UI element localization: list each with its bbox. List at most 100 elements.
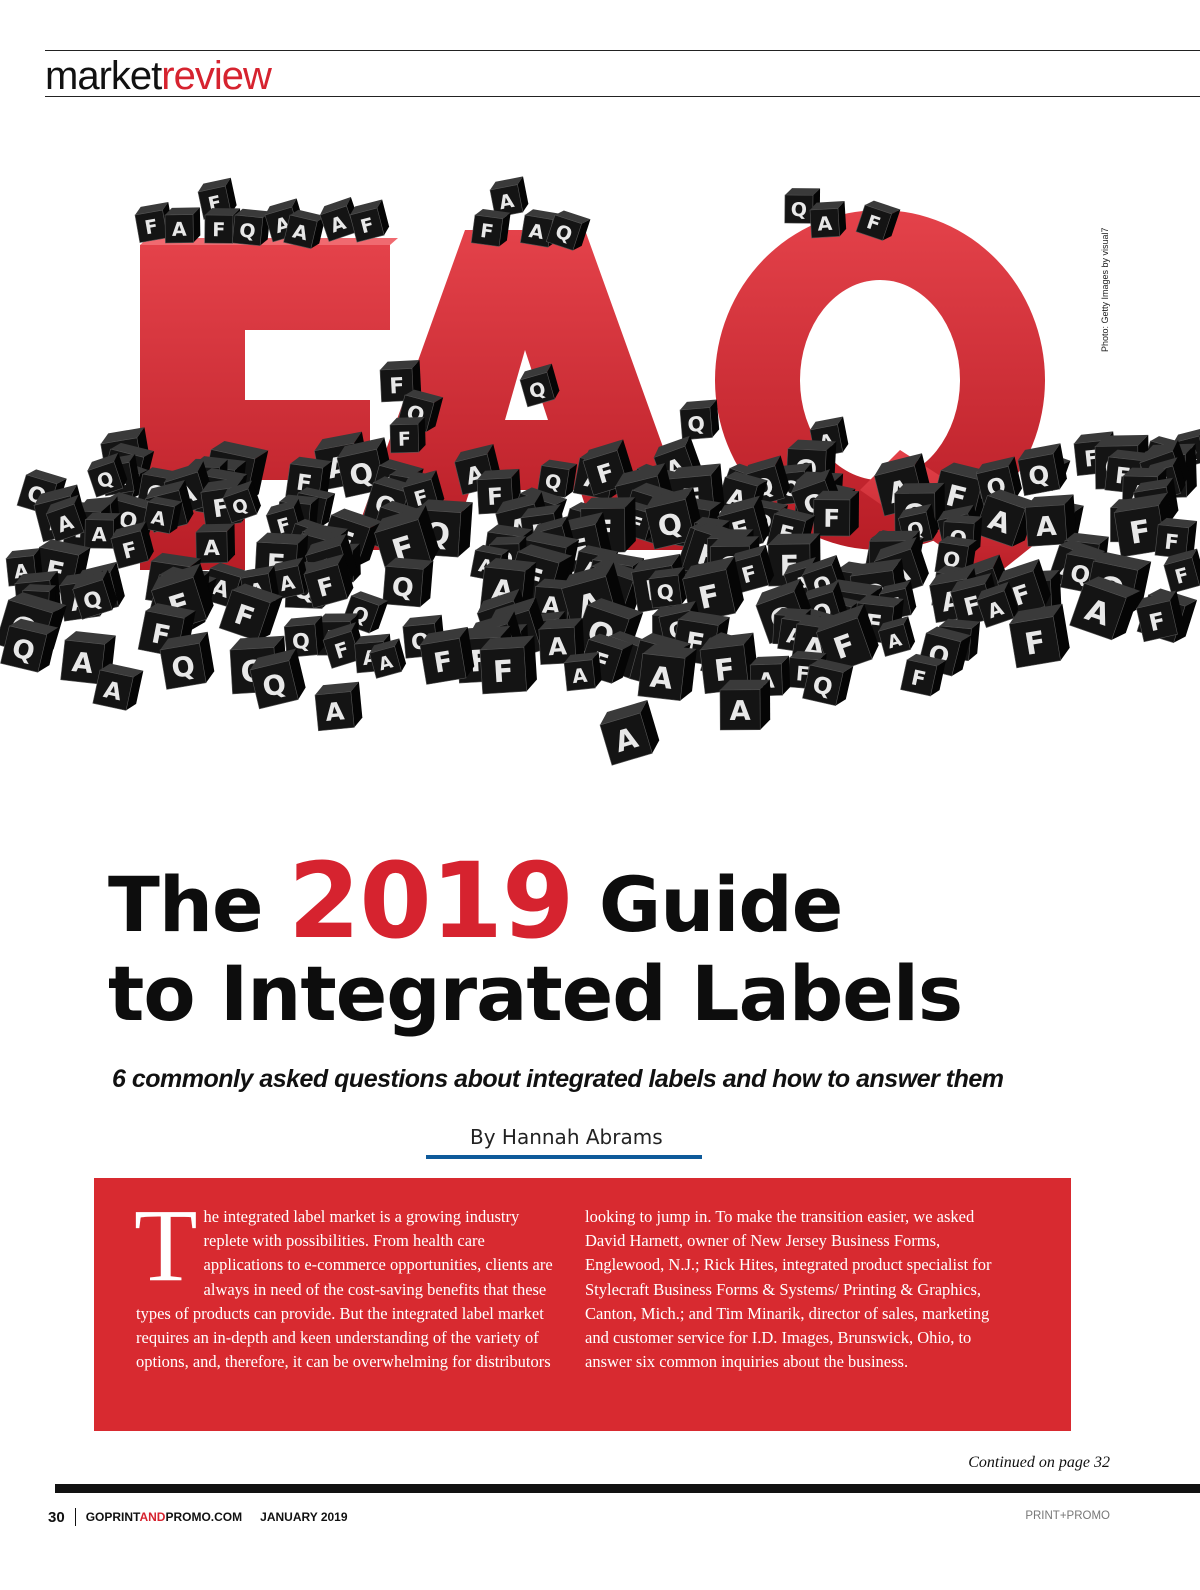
svg-text:F: F [314, 571, 337, 602]
letter-cube: A [973, 489, 1039, 547]
header-rule-bottom [45, 96, 1200, 97]
letter-cube: F [1008, 603, 1070, 669]
letter-cube: F [349, 199, 390, 243]
letter-cube: Q [159, 631, 215, 690]
letter-cube: F [419, 626, 475, 685]
letter-cube: A [1069, 576, 1141, 641]
svg-text:A: A [101, 677, 124, 706]
section-header: marketreview [45, 52, 272, 100]
svg-text:A: A [497, 190, 516, 214]
letter-cube: Q [87, 452, 128, 498]
svg-text:F: F [143, 215, 160, 239]
footer: 30 GOPRINTANDPROMO.COM JANUARY 2019 [48, 1508, 348, 1526]
letter-cube: Q [283, 615, 325, 658]
svg-text:Q: Q [791, 199, 807, 221]
letter-cube: F [110, 521, 154, 569]
letter-cube: F [1154, 517, 1198, 559]
svg-text:A: A [547, 632, 567, 661]
svg-text:F: F [398, 428, 412, 450]
headline-guide: Guide [573, 860, 843, 949]
svg-text:F: F [120, 537, 140, 564]
letter-cube: A [809, 200, 847, 239]
letter-cube: F [303, 553, 354, 609]
svg-text:A: A [377, 652, 396, 675]
letter-cube: Q [536, 459, 578, 498]
letter-cube: Q [222, 480, 261, 524]
byline-rule [426, 1155, 702, 1159]
svg-text:A: A [91, 523, 106, 546]
headline-the: The [108, 860, 288, 949]
letter-cube: A [489, 176, 529, 218]
letter-cube: A [60, 631, 116, 685]
page-number: 30 [48, 1508, 65, 1526]
intro-text-2: looking to jump in. To make the transiti… [585, 1207, 992, 1372]
intro-column-1: T he integrated label market is a growin… [134, 1194, 561, 1374]
continued-note: Continued on page 32 [968, 1454, 1110, 1471]
letter-cube: A [976, 581, 1019, 628]
svg-text:Q: Q [543, 470, 562, 494]
svg-text:Q: Q [291, 629, 311, 654]
letter-cube: F [479, 635, 537, 695]
letter-cube: F [699, 632, 759, 695]
letter-cube: Q [382, 557, 434, 608]
headline-line2: to Integrated Labels [108, 949, 963, 1038]
site-part3: PROMO.COM [165, 1510, 243, 1524]
letter-cube: Q [545, 210, 591, 251]
letter-cubes: AFQFAFAFQAAAFFAQFQQQFAAQFQQQQQAFQFAAQQFA… [0, 176, 1200, 766]
svg-text:A: A [149, 507, 168, 530]
svg-text:F: F [739, 561, 760, 589]
headline-line1: The 2019 Guide [108, 849, 1108, 953]
letter-cube: F [389, 417, 426, 454]
letter-cube: A [877, 616, 916, 657]
headline: The 2019 Guide to Integrated Labels [108, 849, 1108, 1038]
svg-text:A: A [291, 220, 311, 245]
letter-cube: A [283, 209, 326, 250]
svg-text:Q: Q [238, 220, 256, 244]
svg-text:F: F [432, 646, 455, 680]
section-header-review: review [161, 54, 272, 98]
svg-text:A: A [817, 213, 833, 236]
svg-text:A: A [730, 696, 751, 727]
letter-cube: F [402, 470, 445, 517]
svg-text:F: F [332, 637, 352, 664]
letter-cube: F [815, 604, 879, 675]
letter-cube: Q [1017, 443, 1067, 497]
letter-cube: F [322, 622, 365, 669]
letter-cube: Q [802, 658, 854, 707]
svg-text:A: A [1035, 511, 1058, 543]
issue-date: JANUARY 2019 [260, 1510, 348, 1524]
svg-text:Q: Q [94, 467, 116, 493]
svg-text:F: F [274, 513, 293, 539]
svg-text:A: A [277, 570, 297, 596]
letter-cube: A [269, 557, 310, 600]
letter-cube: Q [72, 569, 118, 620]
svg-text:F: F [823, 504, 840, 533]
svg-text:F: F [1163, 529, 1180, 554]
letter-cube: F [813, 490, 860, 537]
svg-text:Q: Q [655, 579, 675, 605]
letter-cube: A [369, 638, 407, 679]
svg-text:A: A [648, 660, 675, 696]
letter-cube: F [379, 360, 422, 403]
letter-cube: F [900, 653, 947, 697]
letter-cube: A [45, 494, 89, 543]
svg-text:A: A [527, 220, 545, 244]
footer-bar [55, 1484, 1200, 1493]
svg-text:A: A [203, 535, 220, 560]
letter-cube: A [1025, 494, 1077, 547]
letter-cube: A [538, 618, 585, 665]
headline-year: 2019 [287, 840, 574, 962]
letter-cube: A [164, 207, 201, 244]
svg-text:F: F [1146, 606, 1168, 637]
svg-text:Q: Q [169, 651, 197, 685]
letter-cube: A [637, 644, 697, 701]
letter-cube: A [314, 681, 363, 732]
svg-text:Q: Q [687, 412, 706, 437]
svg-text:F: F [358, 214, 376, 239]
hero-image: AFQFAFAFQAAAFFAQFQQQFAAQFQQQQQAFQFAAQQFA… [0, 150, 1200, 800]
letter-cube: A [563, 651, 602, 692]
letter-cube: Q [679, 399, 720, 441]
letter-cube: F [1163, 548, 1200, 594]
intro-box [94, 1178, 1071, 1431]
letter-cube: Q [0, 618, 59, 673]
